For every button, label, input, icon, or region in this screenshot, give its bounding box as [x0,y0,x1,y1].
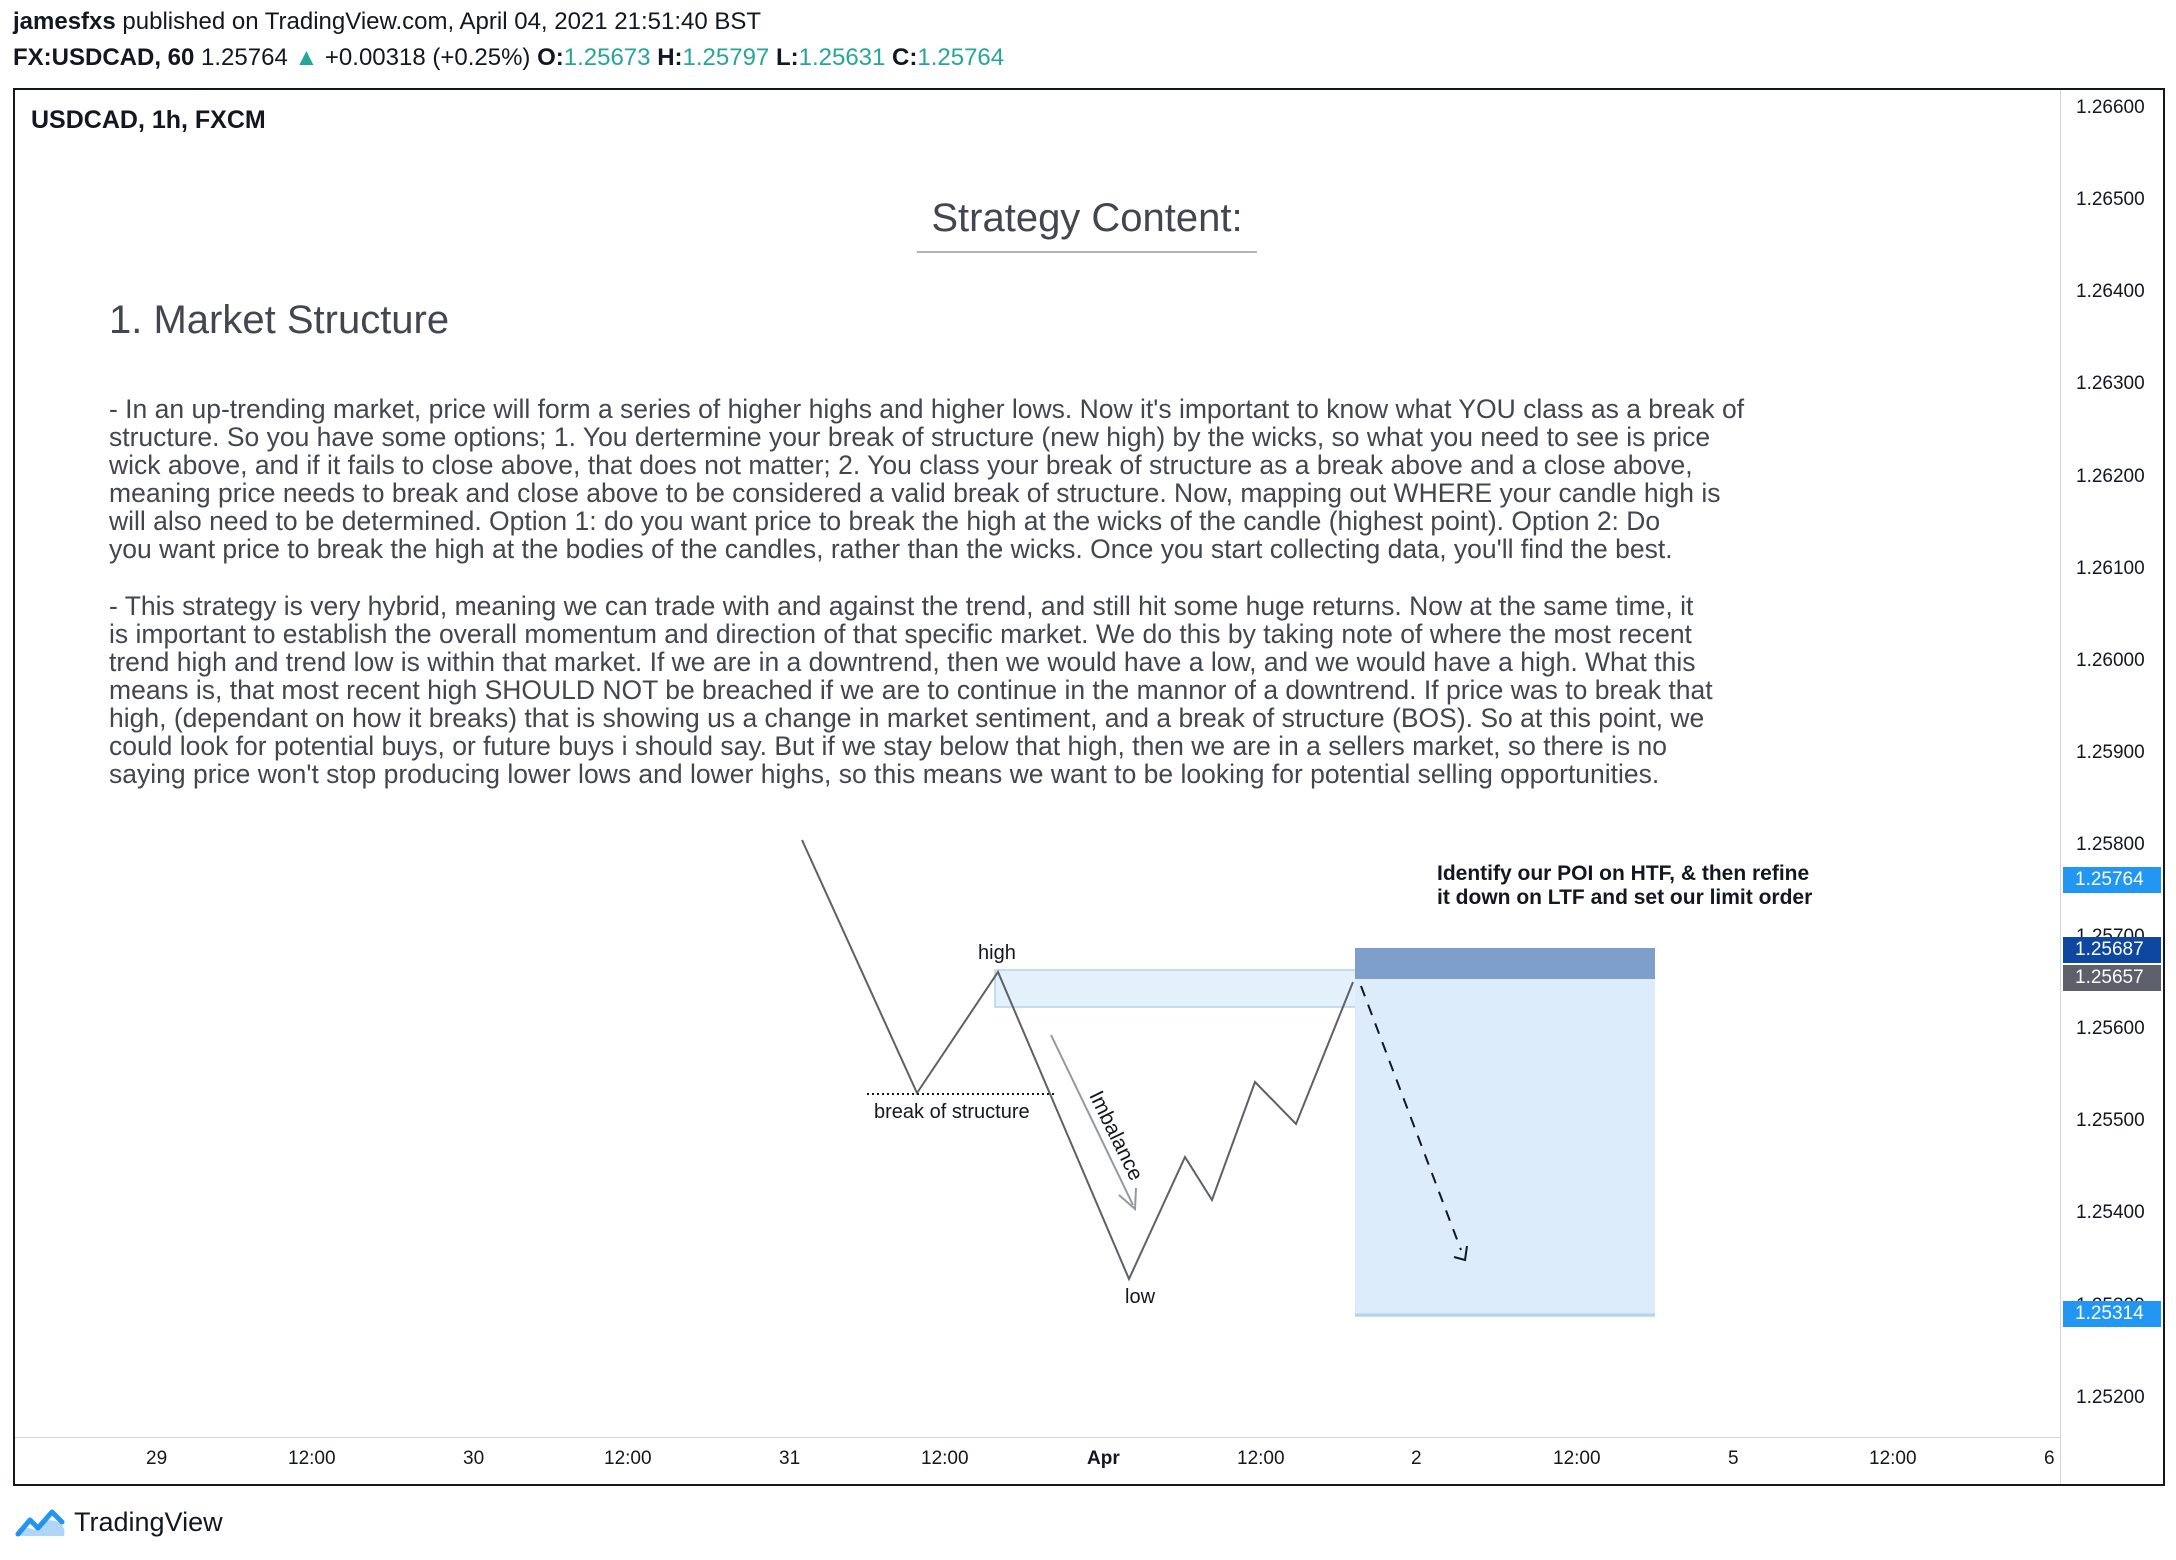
tradingview-logo-icon [15,1509,65,1537]
open-value: 1.25673 [563,44,651,71]
entry-price-label: 1.25687 [2063,937,2161,963]
paragraph-line: you want price to break the high at the … [109,534,1673,564]
low-label-text[interactable]: low [1125,1286,1156,1308]
low-label: L: [775,44,799,71]
paragraph-line: could look for potential buys, or future… [109,731,1667,761]
paragraph-line: - In an up-trending market, price will f… [109,394,1745,424]
price-tick: 1.25200 [2076,1387,2145,1408]
price-tick: 1.26300 [2076,373,2145,394]
price-tick: 1.25500 [2076,1110,2145,1131]
brand-name: TradingView [74,1506,223,1537]
time-tick: 2 [1411,1448,1422,1469]
paragraph-line: is important to establish the overall mo… [109,619,1692,649]
poi-note-line: Identify our POI on HTF, & then refine [1437,862,1810,885]
poi-note-line: it down on LTF and set our limit order [1437,886,1813,909]
time-tick: 29 [146,1448,168,1469]
time-tick: 12:00 [1553,1448,1601,1469]
open-label: O: [537,44,564,71]
time-tick: 30 [463,1448,485,1469]
price-tick: 1.26000 [2076,650,2145,671]
strategy-title[interactable]: Strategy Content: [917,196,1257,253]
time-tick: 6 [2044,1448,2055,1469]
arrow-head-icon [1118,1187,1137,1212]
author-name[interactable]: jamesfxs [13,8,116,35]
paragraph-line: saying price won't stop producing lower … [109,759,1660,789]
price-change: +0.00318 (+0.25%) [324,44,531,71]
time-tick: 12:00 [921,1448,969,1469]
price-path[interactable] [801,839,1354,1282]
price-axis[interactable]: 1.26600 1.26500 1.26400 1.26300 1.26200 … [2060,90,2164,1484]
last-price: 1.25764 [201,44,288,71]
target-price-label: 1.25314 [2063,1301,2161,1327]
price-tick: 1.25400 [2076,1202,2145,1223]
paragraph-line: structure. So you have some options; 1. … [109,422,1711,452]
time-tick: 12:00 [604,1448,652,1469]
paragraph-market-structure[interactable]: - In an up-trending market, price will f… [109,395,1744,563]
paragraph-line: will also need to be determined. Option … [109,506,1661,536]
time-tick: 5 [1728,1448,1739,1469]
publish-info: jamesfxs published on TradingView.com, A… [13,8,761,36]
time-tick: 12:00 [1237,1448,1285,1469]
paragraph-line: trend high and trend low is within that … [109,647,1696,677]
price-tick: 1.26200 [2076,466,2145,487]
paragraph-line: - This strategy is very hybrid, meaning … [109,591,1694,621]
price-tick: 1.25900 [2076,742,2145,763]
stop-price-label: 1.25657 [2063,965,2161,991]
chart-symbol: USDCAD, 1h, FXCM [31,106,266,134]
paragraph-line: wick above, and if it fails to close abo… [109,450,1693,480]
chart-canvas[interactable]: USDCAD, 1h, FXCM Strategy Content: 1. Ma… [15,90,2060,1437]
paragraph-line: meaning price needs to break and close a… [109,478,1721,508]
projected-move-arrow[interactable] [1360,985,1462,1251]
up-arrow-icon: ▲ [294,44,319,71]
imbalance-arrow[interactable] [1050,1034,1134,1206]
chart-frame: USDCAD, 1h, FXCM Strategy Content: 1. Ma… [13,88,2165,1486]
footer-brand[interactable]: TradingView [14,1506,223,1538]
last-price-label: 1.25764 [2063,867,2161,893]
section-heading[interactable]: 1. Market Structure [109,298,450,342]
bos-label-text[interactable]: break of structure [874,1101,1030,1123]
take-profit-zone[interactable] [1355,979,1655,1317]
drawing-layer [801,839,1655,1317]
ohlc-bar: FX:USDCAD, 60 1.25764 ▲ +0.00318 (+0.25%… [13,44,1004,72]
price-tick: 1.25600 [2076,1018,2145,1039]
published-text: published on TradingView.com, April 04, … [122,8,762,35]
high-value: 1.25797 [682,44,770,71]
time-tick: 12:00 [288,1448,336,1469]
close-value: 1.25764 [917,44,1005,71]
time-tick: 31 [779,1448,801,1469]
high-label-text[interactable]: high [978,942,1016,964]
time-axis[interactable]: 29 12:00 30 12:00 31 12:00 Apr 12:00 2 1… [15,1437,2060,1485]
paragraph-hybrid-strategy[interactable]: - This strategy is very hybrid, meaning … [109,592,1713,788]
time-tick: Apr [1087,1448,1120,1469]
price-tick: 1.26600 [2076,97,2145,118]
paragraph-line: means is, that most recent high SHOULD N… [109,675,1713,705]
price-tick: 1.25800 [2076,834,2145,855]
low-value: 1.25631 [798,44,886,71]
high-label: H: [657,44,683,71]
poi-note[interactable]: Identify our POI on HTF, & then refine i… [1437,862,1812,910]
paragraph-line: high, (dependant on how it breaks) that … [109,703,1705,733]
price-tick: 1.26400 [2076,281,2145,302]
stop-loss-zone[interactable] [1355,948,1655,979]
close-label: C: [892,44,918,71]
symbol-label: FX:USDCAD, 60 [13,44,195,71]
price-tick: 1.26500 [2076,189,2145,210]
price-tick: 1.26100 [2076,558,2145,579]
time-tick: 12:00 [1869,1448,1917,1469]
arrow-head-icon [1453,1245,1468,1262]
